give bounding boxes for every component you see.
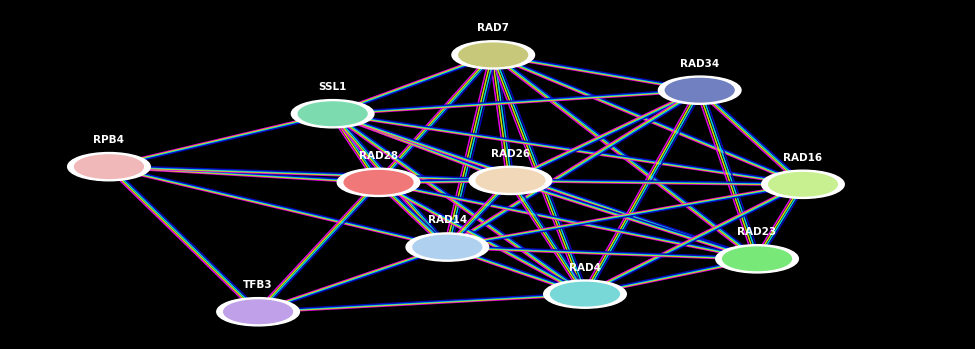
Circle shape bbox=[216, 298, 299, 326]
Text: RAD28: RAD28 bbox=[359, 151, 398, 161]
Circle shape bbox=[722, 247, 792, 270]
Circle shape bbox=[459, 43, 527, 67]
Text: RAD34: RAD34 bbox=[681, 59, 720, 69]
Circle shape bbox=[716, 245, 799, 273]
Text: TFB3: TFB3 bbox=[244, 280, 273, 290]
Text: RPB4: RPB4 bbox=[94, 135, 125, 145]
Text: RAD14: RAD14 bbox=[428, 215, 467, 225]
Text: RAD7: RAD7 bbox=[477, 23, 509, 34]
Text: RAD4: RAD4 bbox=[569, 262, 601, 273]
Text: RAD16: RAD16 bbox=[783, 153, 823, 163]
Circle shape bbox=[337, 168, 420, 196]
Circle shape bbox=[74, 155, 143, 178]
Text: RAD26: RAD26 bbox=[490, 149, 530, 159]
Circle shape bbox=[413, 235, 482, 259]
Circle shape bbox=[406, 233, 488, 261]
Circle shape bbox=[67, 153, 150, 181]
Text: SSL1: SSL1 bbox=[319, 82, 347, 92]
Circle shape bbox=[292, 99, 374, 128]
Circle shape bbox=[761, 170, 844, 199]
Circle shape bbox=[298, 102, 367, 126]
Circle shape bbox=[768, 172, 838, 196]
Circle shape bbox=[223, 300, 292, 324]
Circle shape bbox=[658, 76, 741, 104]
Circle shape bbox=[544, 280, 626, 308]
Circle shape bbox=[551, 282, 619, 306]
Circle shape bbox=[476, 169, 545, 192]
Text: RAD23: RAD23 bbox=[737, 227, 777, 237]
Circle shape bbox=[452, 41, 534, 69]
Circle shape bbox=[469, 166, 552, 194]
Circle shape bbox=[344, 171, 413, 194]
Circle shape bbox=[665, 79, 734, 102]
